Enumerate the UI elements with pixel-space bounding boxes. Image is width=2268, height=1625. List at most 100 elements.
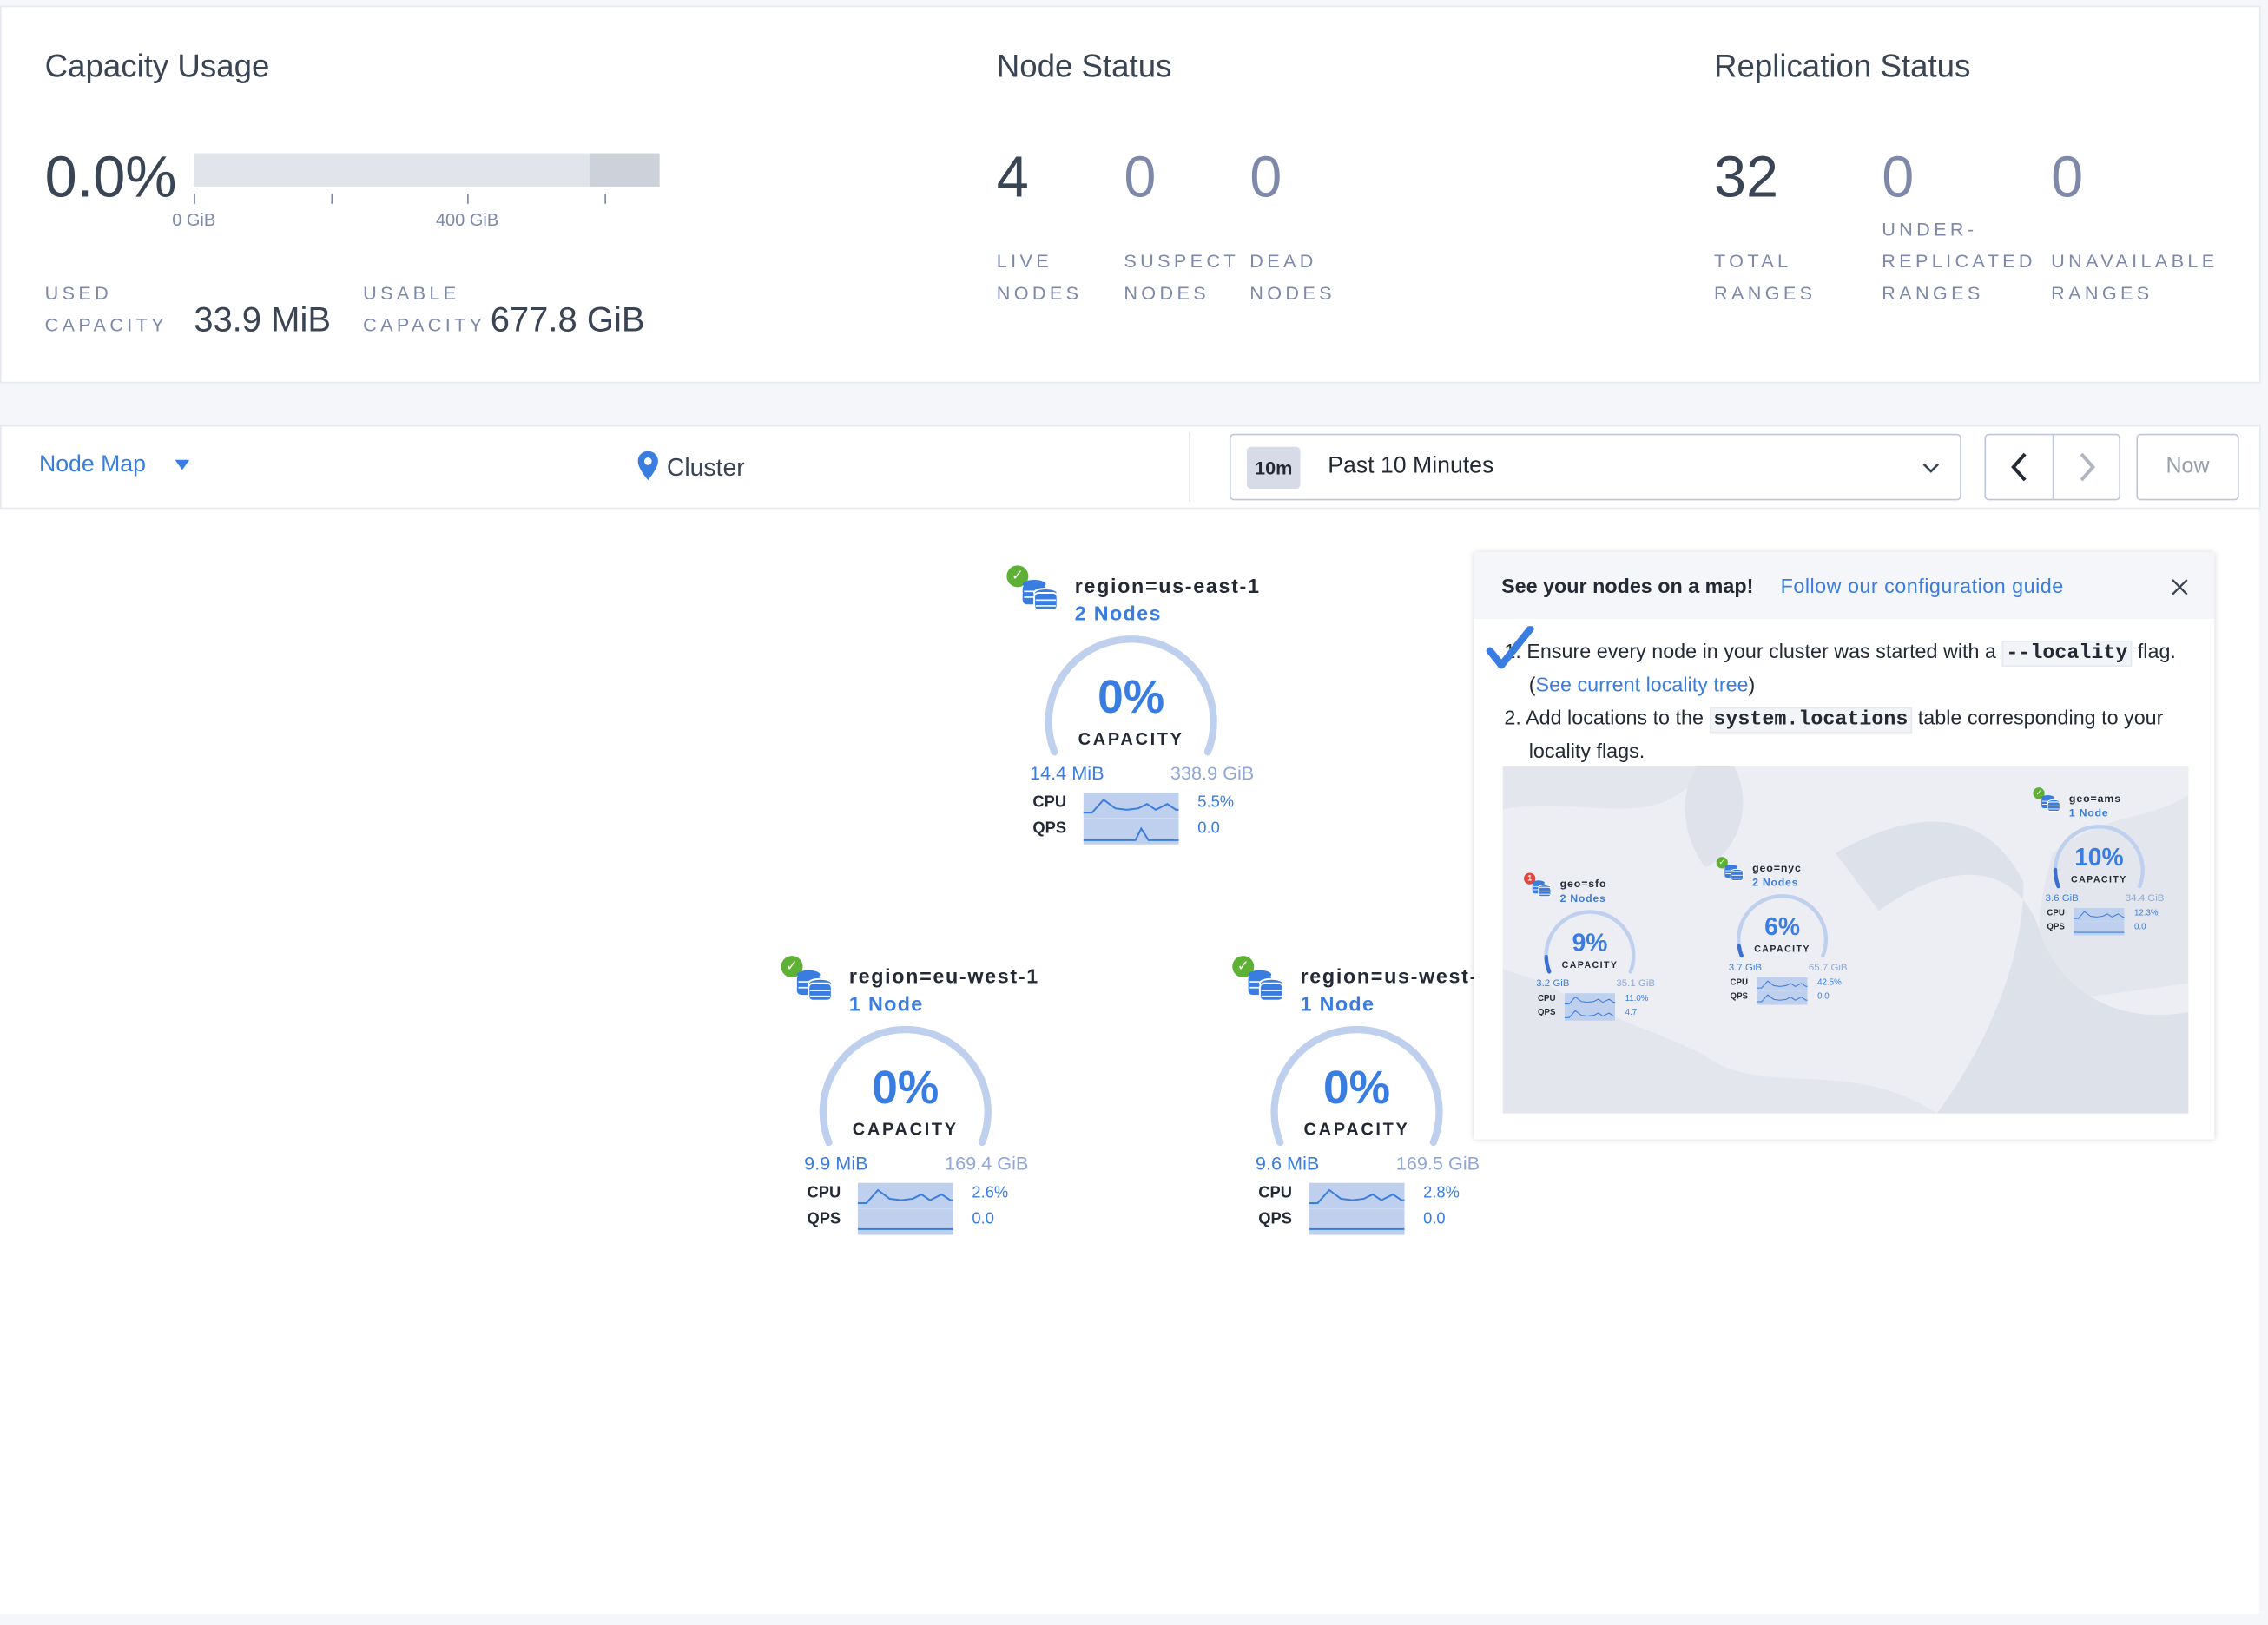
- map-setup-popup: See your nodes on a map! Follow our conf…: [1474, 552, 2215, 1140]
- label-line: UNAVAILABLE: [2051, 250, 2219, 273]
- capacity-label: CAPACITY: [1303, 1119, 1410, 1140]
- locality-name: geo=sfo: [1559, 877, 1607, 890]
- node-stat-label: DEAD NODES: [1249, 246, 1335, 309]
- cpu-sparkline: [857, 1182, 953, 1209]
- capacity-tick: [194, 194, 195, 204]
- database-icon: [1532, 880, 1552, 898]
- capacity-label: CAPACITY: [852, 1119, 959, 1140]
- locality-cluster[interactable]: ✓ region=us-west-1 1 Node 0% CAPACITY 9.…: [1228, 951, 1517, 1240]
- capacity-tick: [604, 194, 606, 204]
- qps-sparkline: [2074, 921, 2125, 936]
- node-stat-value: 0: [1249, 146, 1282, 210]
- label-line: NODES: [1249, 281, 1335, 304]
- location-pin-icon: [637, 451, 658, 481]
- capacity-gauge: [2053, 825, 2145, 889]
- node-count: 2 Nodes: [1752, 876, 1799, 889]
- locality-cluster[interactable]: ✓ geo=ams 1 Node 10% CAPACITY 3.6 GiB 34…: [2031, 786, 2185, 939]
- capacity-label: CAPACITY: [2071, 873, 2127, 885]
- step-1-text: flag. (: [1528, 639, 2176, 696]
- previous-button[interactable]: [1986, 435, 2054, 499]
- step-1: 1. Ensure every node in your cluster was…: [1504, 636, 2191, 700]
- node-count: 2 Nodes: [1559, 891, 1606, 905]
- capacity-gauge: [1544, 910, 1636, 974]
- system-locations-code: system.locations: [1709, 707, 1913, 734]
- node-stat-label: SUSPECT NODES: [1124, 246, 1239, 309]
- locality-name: region=eu-west-1: [848, 964, 1039, 988]
- locality-cluster[interactable]: ✓ region=eu-west-1 1 Node 0% CAPACITY 9.…: [777, 951, 1066, 1240]
- qps-label: QPS: [807, 1210, 841, 1228]
- capacity-gauge-track: [2053, 825, 2145, 889]
- cpu-value: 2.6%: [972, 1184, 1009, 1202]
- locality-cluster[interactable]: 1 geo=sfo 2 Nodes 9% CAPACITY 3.2 GiB 35…: [1521, 871, 1675, 1024]
- next-button[interactable]: [2054, 435, 2120, 498]
- locality-cluster[interactable]: ✓ geo=nyc 2 Nodes 6% CAPACITY 3.7 GiB 65…: [1714, 854, 1868, 1008]
- locality-cluster[interactable]: ✓ region=us-east-1 2 Nodes 0% CAPACITY 1…: [1002, 561, 1291, 850]
- breadcrumb[interactable]: Cluster: [637, 451, 745, 484]
- label-line: NODES: [1124, 281, 1210, 304]
- chevron-left-icon: [2011, 452, 2027, 482]
- locality-tree-link[interactable]: See current locality tree: [1535, 672, 1749, 696]
- replication-stat-label: UNDER- REPLICATED RANGES: [1882, 214, 2036, 310]
- cpu-value: 5.5%: [1197, 793, 1235, 812]
- label-line: USABLE: [363, 281, 460, 304]
- label-line: NODES: [996, 281, 1083, 304]
- qps-sparkline: [857, 1208, 953, 1235]
- step-2: 2. Add locations to the system.locations…: [1504, 703, 2191, 766]
- node-count: 1 Node: [1300, 991, 1375, 1016]
- replication-stat-label: TOTAL RANGES: [1714, 246, 1816, 309]
- capacity-bar: [194, 153, 660, 187]
- database-icon: [1248, 970, 1284, 1002]
- view-select-dropdown[interactable]: Node Map: [39, 452, 190, 478]
- capacity-label: CAPACITY: [1078, 728, 1184, 749]
- time-range-label: Past 10 Minutes: [1328, 454, 1494, 479]
- replication-status-title: Replication Status: [1713, 47, 1971, 84]
- capacity-tick: [331, 194, 333, 204]
- capacity-percent: 0.0%: [44, 146, 177, 210]
- node-status-title: Node Status: [996, 47, 1172, 84]
- capacity-gauge-track: [1045, 635, 1217, 756]
- locality-name: geo=nyc: [1752, 861, 1802, 874]
- step-2-text: table corresponding to your locality fla…: [1528, 705, 2164, 762]
- now-button[interactable]: Now: [2136, 433, 2239, 501]
- capacity-percent: 0%: [872, 1061, 940, 1114]
- close-icon[interactable]: [2171, 578, 2188, 595]
- cpu-sparkline: [1083, 792, 1179, 819]
- qps-label: QPS: [2047, 922, 2065, 932]
- summary-panel: Capacity Usage 0.0% 0 GiB 400 GiB USED CA…: [0, 5, 2261, 384]
- capacity-used-arc: [1737, 944, 1744, 958]
- used-capacity: 14.4 MiB: [1030, 761, 1104, 784]
- replication-stat-value: 0: [1882, 146, 1915, 210]
- cpu-value: 12.3%: [2133, 908, 2159, 918]
- cpu-label: CPU: [1032, 793, 1067, 812]
- used-capacity: 3.6 GiB: [2045, 891, 2079, 904]
- qps-value: 0.0: [972, 1210, 994, 1228]
- cpu-label: CPU: [2047, 908, 2065, 918]
- used-capacity: 3.2 GiB: [1536, 977, 1570, 989]
- toolbar: Node Map Cluster 10m Past 10 Minutes Now: [0, 424, 2261, 510]
- cpu-value: 2.8%: [1423, 1184, 1460, 1202]
- popup-header: [1474, 552, 2215, 619]
- total-capacity: 65.7 GiB: [1808, 961, 1848, 973]
- time-badge: 10m: [1246, 446, 1301, 490]
- used-capacity: 3.7 GiB: [1728, 961, 1763, 973]
- label-line: LIVE: [996, 250, 1053, 273]
- qps-sparkline: [1309, 1208, 1405, 1235]
- qps-label: QPS: [1258, 1210, 1292, 1228]
- qps-value: 0.0: [1423, 1210, 1446, 1228]
- cpu-sparkline: [1309, 1182, 1405, 1209]
- view-select-label: Node Map: [38, 452, 146, 477]
- qps-value: 0.0: [2133, 922, 2146, 932]
- label-line: REPLICATED: [1882, 250, 2036, 273]
- configuration-guide-link[interactable]: Follow our configuration guide: [1780, 574, 2064, 597]
- label-line: RANGES: [1713, 281, 1816, 304]
- capacity-tick-label: 0 GiB: [172, 209, 216, 230]
- replication-stat-value: 32: [1713, 146, 1779, 210]
- capacity-label: CAPACITY: [1561, 959, 1619, 970]
- total-capacity: 169.4 GiB: [945, 1152, 1029, 1174]
- time-nav-group: [1984, 433, 2121, 501]
- label-line: RANGES: [2051, 281, 2153, 304]
- capacity-tick-label: 400 GiB: [435, 209, 499, 230]
- qps-label: QPS: [1730, 991, 1749, 1002]
- time-range-select[interactable]: 10m Past 10 Minutes: [1229, 433, 1961, 501]
- capacity-tick: [467, 194, 469, 204]
